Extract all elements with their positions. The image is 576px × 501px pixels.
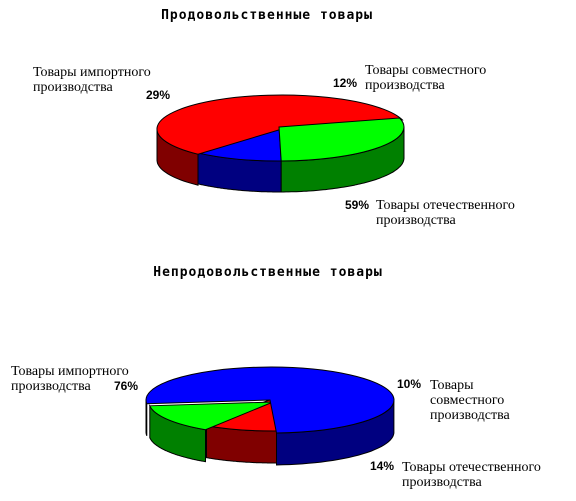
- pct-domestic-nonfood: 14%: [370, 459, 394, 473]
- pie-nonfood: [145, 366, 395, 466]
- label-domestic-food-line2: производства: [376, 213, 457, 228]
- label-domestic-nonfood-line1: Товары отечественного: [402, 460, 541, 475]
- label-import-nonfood-line1: Товары импортного: [11, 364, 129, 379]
- pie1-slice-товары-импортного-производства: [145, 366, 395, 434]
- label-domestic-nonfood: Товары отечественного производства: [402, 460, 544, 490]
- pie1-slice-товары-отечественного-производства: [149, 401, 274, 431]
- label-joint-food-line1: Товары совместного: [365, 63, 486, 78]
- pct-domestic-food: 59%: [345, 198, 369, 212]
- label-domestic-nonfood-line2: производства: [402, 475, 483, 490]
- pct-joint-food: 12%: [333, 76, 357, 90]
- chart-title-nonfood: Непродовольственные товары: [153, 265, 383, 280]
- chart-food: Продовольственные товары Товары совместн…: [33, 8, 518, 228]
- label-joint-food: Товары совместного производства: [365, 63, 490, 93]
- pct-joint-nonfood: 10%: [397, 377, 421, 391]
- label-import-nonfood: Товары импортного производства: [11, 364, 132, 394]
- label-import-nonfood-line2: производства: [11, 379, 92, 394]
- label-joint-nonfood: Товары совместного производства: [430, 378, 511, 423]
- pie-food: [156, 94, 405, 193]
- label-joint-food-line2: производства: [365, 78, 446, 93]
- label-domestic-food-line1: Товары отечественного: [376, 198, 515, 213]
- chart-title-food: Продовольственные товары: [161, 8, 373, 23]
- pct-import-nonfood: 76%: [114, 379, 138, 393]
- label-joint-nonfood-line3: производства: [430, 408, 511, 423]
- pie0-slice-товары-импортного-производства: [278, 117, 405, 162]
- label-joint-nonfood-line1: Товары: [430, 378, 474, 393]
- pie0-slice-товары-отечественного-производства: [156, 94, 404, 155]
- pie1-side-товары-импортного-производства-0: [145, 400, 148, 436]
- label-import-food-line1: Товары импортного: [33, 65, 151, 80]
- chart-nonfood: Непродовольственные товары Товары импорт…: [11, 265, 544, 490]
- pct-import-food: 29%: [146, 88, 170, 102]
- label-import-food-line2: производства: [33, 80, 114, 95]
- label-domestic-food: Товары отечественного производства: [376, 198, 518, 228]
- label-joint-nonfood-line2: совместного: [430, 393, 504, 408]
- label-import-food: Товары импортного производства: [33, 65, 154, 95]
